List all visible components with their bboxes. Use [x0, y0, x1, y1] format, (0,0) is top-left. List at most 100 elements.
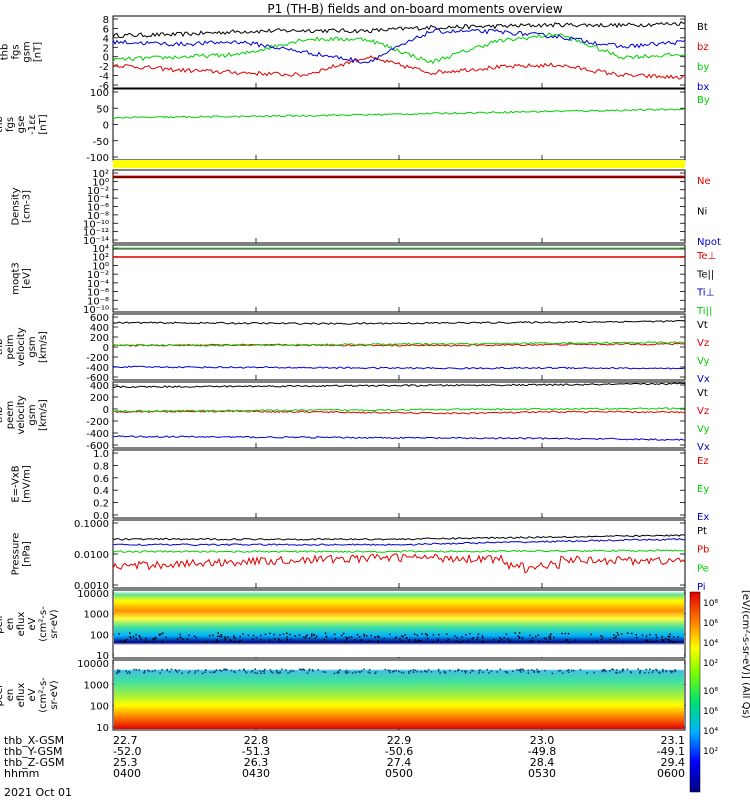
spectrogram-speck — [675, 641, 678, 643]
y-label-line: eV — [27, 617, 38, 630]
spectrogram-speck — [499, 637, 501, 639]
spectrogram-speck — [224, 637, 227, 640]
spectrogram-speck — [376, 636, 379, 638]
y-axis-label: E=-VxB [mV/m] — [11, 465, 33, 503]
y-label-line: Pressure — [11, 533, 22, 576]
spectrogram-speck — [323, 638, 326, 641]
spectrogram-speck — [649, 633, 651, 636]
spectrogram-speck — [166, 668, 169, 671]
spectrogram-speck — [586, 672, 588, 674]
spectrogram-speck — [655, 640, 658, 642]
spectrogram-speck — [269, 632, 271, 635]
spectrogram-speck — [214, 671, 216, 673]
spectrogram-speck — [545, 637, 547, 640]
spectrogram-speck — [135, 633, 137, 636]
spectrogram-speck — [233, 670, 235, 673]
spectrogram-speck — [568, 669, 570, 671]
spectrogram-speck — [549, 638, 551, 640]
spectrogram-speck — [378, 636, 380, 638]
spectrogram-speck — [339, 669, 341, 671]
spectrogram-speck — [482, 637, 484, 639]
spectrogram-speck — [458, 641, 460, 644]
y-tick-label: 10⁻⁶ — [87, 288, 109, 299]
spectrogram-speck — [319, 641, 321, 643]
panel-3: Density [cm-3] 10²10⁰10⁻²10⁻⁴10⁻⁶10⁻⁸10⁻¹⁰… — [11, 169, 721, 248]
y-label-line: [eV] — [22, 268, 33, 289]
spectrogram-speck — [631, 632, 633, 635]
spectrogram-speck — [227, 636, 229, 638]
y-tick-label: 0.0 — [93, 511, 109, 522]
legend-vt: Vt — [697, 388, 708, 399]
y-tick-label: 50 — [96, 104, 109, 115]
spectrogram-speck — [238, 641, 240, 643]
colorbar-label: 10² — [703, 747, 718, 757]
y-axis-label: thbpeerenefluxeV(cm²-s-sr-eV) — [0, 677, 60, 713]
spectrogram-speck — [538, 670, 540, 673]
spectrogram-speck — [486, 668, 488, 671]
spectrogram-speck — [601, 636, 604, 638]
y-tick-label: 10⁻¹⁰ — [83, 305, 109, 316]
spectrogram-speck — [567, 632, 570, 635]
spectrogram-speck — [129, 637, 132, 639]
spectrogram-speck — [672, 636, 675, 638]
spectrogram-speck — [543, 637, 546, 639]
spectrogram-speck — [346, 639, 348, 641]
legend-vx: Vx — [697, 442, 710, 453]
y-tick-label: 0.8 — [93, 461, 109, 472]
spectrogram-speck — [416, 671, 419, 673]
y-tick-label: 10⁻¹⁰ — [83, 219, 109, 230]
series-pi — [112, 538, 686, 547]
spectrogram-speck — [282, 633, 285, 635]
spectrogram-speck — [596, 640, 598, 642]
spectrogram-speck — [619, 671, 621, 673]
footer-row-label: thb_X-GSM — [4, 734, 64, 747]
spectrogram-speck — [384, 668, 387, 671]
spectrogram-speck — [205, 641, 208, 643]
spectrogram-speck — [324, 632, 327, 634]
panel-6: thb peem velocity gsm [km/s] 4002000-200-400-… — [0, 381, 710, 453]
spectrogram-speck — [603, 669, 606, 671]
spectrogram-speck — [220, 634, 222, 636]
spectrogram-speck — [170, 668, 173, 670]
spectrogram-speck — [116, 671, 119, 673]
spectrogram-speck — [194, 670, 197, 672]
y-axis-label: thb fgs gsm [nT] — [0, 41, 44, 62]
spectrogram-speck — [517, 635, 519, 637]
spectrogram-speck — [305, 635, 307, 638]
spectrogram-speck — [421, 633, 423, 635]
y-label-line: thb — [0, 44, 11, 61]
spectrogram-speck — [471, 669, 473, 672]
spectrogram-speck — [289, 671, 292, 673]
spectrogram-speck — [306, 634, 308, 636]
spectrogram-speck — [263, 670, 265, 672]
y-tick-label: -4 — [99, 72, 109, 83]
spectrogram-speck — [455, 640, 458, 643]
spectrogram-speck — [197, 669, 199, 672]
spectrogram-speck — [359, 671, 361, 674]
footer-ephemeris: 2021 Oct 01 thb_X-GSM 22.7 22.8 22.9 23.0 23.… — [4, 734, 685, 799]
spectrogram-speck — [161, 640, 164, 642]
spectrogram-speck — [479, 669, 481, 671]
spectrogram-speck — [179, 633, 181, 636]
spectrogram-speck — [333, 633, 336, 636]
spectrogram-speck — [635, 636, 638, 639]
spectrogram-speck — [337, 671, 340, 674]
series-vx — [112, 365, 686, 370]
spectrogram-speck — [662, 670, 664, 673]
spectrogram-speck — [145, 637, 147, 640]
series-pe — [112, 549, 686, 553]
y-axis-label: thbpeirenefluxeV(cm²-s-sr-eV) — [0, 606, 60, 642]
spectrogram-speck — [550, 633, 552, 635]
panel-8: Pressure [nPa] 0.1000 0.0100 0.0010 Pt Pb Pe Pi — [11, 519, 710, 593]
spectrogram-speck — [568, 671, 570, 673]
spectrogram-speck — [176, 671, 179, 673]
spectrogram-speck — [143, 640, 146, 643]
colorbar: 10⁸ 10⁶ 10⁴ 10² 10⁸ 10⁶ 10⁴ 10² [eV/(cm²-s-sr-e… — [689, 590, 750, 793]
panel-frame — [112, 88, 686, 161]
spectrogram-speck — [303, 636, 305, 639]
spectrogram-speck — [661, 635, 663, 638]
y-tick-label: 100 — [90, 630, 109, 641]
spectrogram-speck — [374, 672, 376, 674]
spectrogram-speck — [427, 669, 430, 671]
spectrogram-speck — [243, 668, 245, 670]
